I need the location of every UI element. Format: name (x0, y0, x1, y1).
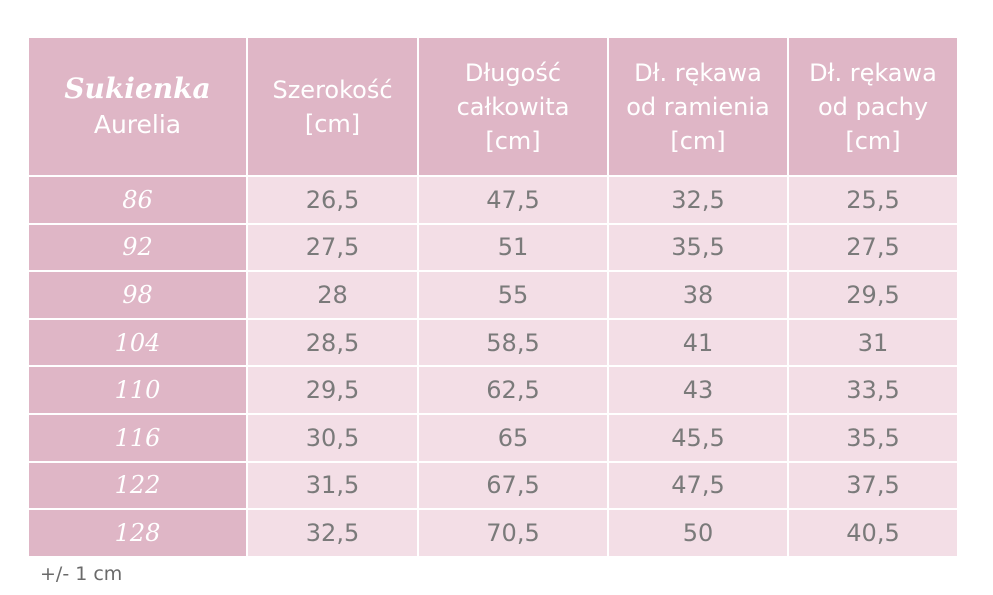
note: +/- 1 cm (40, 563, 123, 585)
column-header: Szerokość [cm] (246, 38, 419, 177)
table-row: 110 29,5 62,5 43 33,5 (29, 365, 957, 415)
table-row: 86 26,5 47,5 32,5 25,5 (29, 175, 957, 225)
value-cell: 37,5 (787, 460, 957, 511)
value-cell: 45,5 (607, 412, 789, 463)
size-cell: 122 (29, 460, 248, 511)
value-cell: 70,5 (417, 508, 609, 556)
size-cell: 98 (29, 270, 248, 320)
table-body: 86 26,5 47,5 32,5 25,5 92 27,5 51 35,5 27,5 98 28 55… (29, 175, 957, 556)
value-cell: 58,5 (417, 317, 609, 368)
value-cell: 47,5 (417, 175, 609, 225)
size-cell: 92 (29, 222, 248, 273)
value-cell: 62,5 (417, 365, 609, 415)
header-line: od pachy (817, 92, 929, 121)
value-cell: 47,5 (607, 460, 789, 511)
column-header: Długość całkowita [cm] (417, 38, 609, 177)
header-line: Długość (464, 58, 562, 87)
value-cell: 40,5 (787, 508, 957, 556)
value-cell: 29,5 (787, 270, 957, 320)
size-cell: 128 (29, 508, 248, 556)
header-line: [cm] (304, 109, 361, 138)
header-line: Szerokość (272, 75, 393, 104)
value-cell: 32,5 (246, 508, 419, 556)
value-cell: 67,5 (417, 460, 609, 511)
header-row: Sukienka Aurelia Szerokość [cm] Długość cał… (29, 38, 957, 177)
size-cell: 110 (29, 365, 248, 415)
value-cell: 43 (607, 365, 789, 415)
header-line: Dł. rękawa (634, 58, 762, 87)
table-row: 116 30,5 65 45,5 35,5 (29, 412, 957, 463)
value-cell: 50 (607, 508, 789, 556)
value-cell: 28 (246, 270, 419, 320)
table-row: 104 28,5 58,5 41 31 (29, 317, 957, 368)
value-cell: 41 (607, 317, 789, 368)
title: Sukienka (64, 71, 211, 105)
size-cell: 104 (29, 317, 248, 368)
value-cell: 27,5 (787, 222, 957, 273)
value-cell: 31 (787, 317, 957, 368)
size-cell: 116 (29, 412, 248, 463)
table-row: 128 32,5 70,5 50 40,5 (29, 508, 957, 556)
value-cell: 32,5 (607, 175, 789, 225)
header-line: od ramienia (626, 92, 770, 121)
header-line: [cm] (485, 126, 541, 155)
table-row: 92 27,5 51 35,5 27,5 (29, 222, 957, 273)
header-line: [cm] (670, 126, 726, 155)
value-cell: 25,5 (787, 175, 957, 225)
header-line: Dł. rękawa (809, 58, 937, 87)
size-table: Sukienka Aurelia Szerokość [cm] Długość cał… (29, 38, 957, 556)
value-cell: 26,5 (246, 175, 419, 225)
table-header: Sukienka Aurelia Szerokość [cm] Długość cał… (29, 38, 957, 177)
column-header: Dł. rękawa od pachy [cm] (787, 38, 957, 177)
value-cell: 31,5 (246, 460, 419, 511)
value-cell: 28,5 (246, 317, 419, 368)
value-cell: 27,5 (246, 222, 419, 273)
header-line: [cm] (845, 126, 901, 155)
value-cell: 65 (417, 412, 609, 463)
value-cell: 38 (607, 270, 789, 320)
value-cell: 35,5 (787, 412, 957, 463)
header-line: całkowita (456, 92, 570, 121)
column-header: Dł. rękawa od ramienia [cm] (607, 38, 789, 177)
table-row: 122 31,5 67,5 47,5 37,5 (29, 460, 957, 511)
table-row: 98 28 55 38 29,5 (29, 270, 957, 320)
value-cell: 33,5 (787, 365, 957, 415)
size-cell: 86 (29, 175, 248, 225)
title-cell: Sukienka Aurelia (29, 38, 248, 177)
value-cell: 51 (417, 222, 609, 273)
value-cell: 29,5 (246, 365, 419, 415)
subtitle: Aurelia (93, 109, 182, 139)
value-cell: 55 (417, 270, 609, 320)
value-cell: 30,5 (246, 412, 419, 463)
value-cell: 35,5 (607, 222, 789, 273)
